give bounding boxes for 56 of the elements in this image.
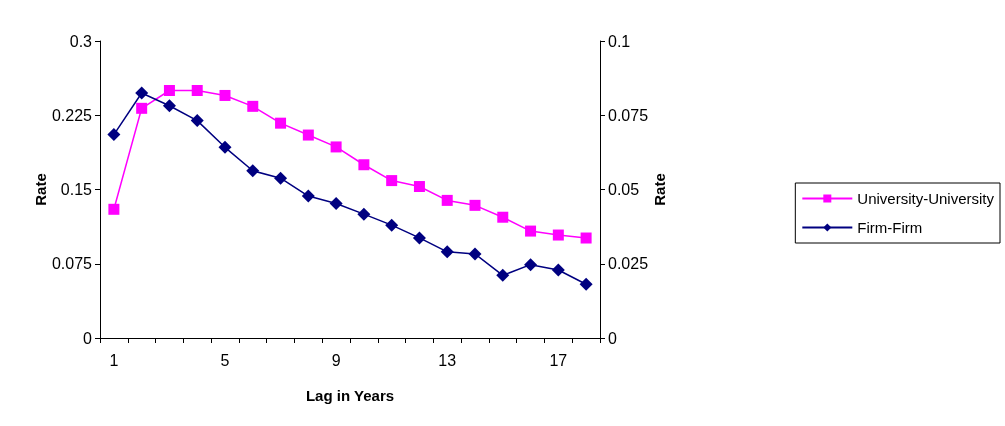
- point: [385, 218, 399, 232]
- y2-tick-label: 0: [608, 329, 617, 347]
- x-tick-label: 17: [549, 351, 568, 369]
- point: [525, 225, 537, 237]
- point: [135, 86, 149, 100]
- point: [441, 194, 453, 206]
- point: [551, 263, 565, 277]
- point: [552, 229, 564, 241]
- point: [302, 129, 314, 141]
- y-axis-title: Rate: [32, 173, 49, 206]
- point: [246, 164, 260, 178]
- point: [412, 231, 426, 245]
- point: [301, 189, 315, 203]
- point: [440, 245, 454, 259]
- y-tick-label: 0.15: [60, 181, 93, 198]
- point: [579, 277, 593, 291]
- point: [497, 211, 509, 223]
- x-tick-label: 1: [109, 351, 119, 369]
- y2-tick-label: 0.075: [608, 106, 649, 124]
- x-tick-label: 9: [331, 351, 341, 369]
- point: [274, 171, 288, 185]
- point: [468, 247, 482, 261]
- legend-label: University-University: [857, 190, 995, 207]
- legend-label: Firm-Firm: [857, 219, 923, 236]
- y2-tick-label: 0.025: [608, 255, 649, 273]
- point: [386, 175, 398, 187]
- point: [524, 258, 538, 272]
- point: [329, 196, 343, 210]
- point: [191, 85, 203, 96]
- point: [162, 99, 176, 113]
- point: [275, 117, 287, 129]
- point: [218, 140, 232, 154]
- point: [357, 207, 371, 221]
- y-tick-label: 0.225: [51, 106, 93, 124]
- y2-tick-label: 0.1: [608, 32, 631, 50]
- y-tick-label: 0.075: [51, 255, 93, 273]
- point: [330, 141, 342, 153]
- point: [580, 232, 592, 244]
- point: [413, 181, 425, 193]
- point: [358, 159, 370, 171]
- point: [107, 128, 121, 142]
- point: [136, 102, 148, 114]
- point: [163, 85, 175, 96]
- y2-tick-label: 0.05: [608, 181, 640, 198]
- point: [108, 203, 120, 215]
- point: [496, 268, 510, 282]
- y-tick-label: 0.3: [69, 32, 93, 50]
- point: [190, 114, 204, 128]
- y2-axis-title: Rate: [651, 173, 668, 206]
- y-tick-label: 0: [83, 329, 93, 347]
- x-tick-label: 5: [220, 351, 230, 369]
- point: [469, 199, 481, 211]
- point: [247, 100, 259, 112]
- x-axis-title: Lag in Years: [305, 387, 395, 404]
- point: [219, 89, 231, 101]
- x-tick-label: 13: [438, 351, 457, 369]
